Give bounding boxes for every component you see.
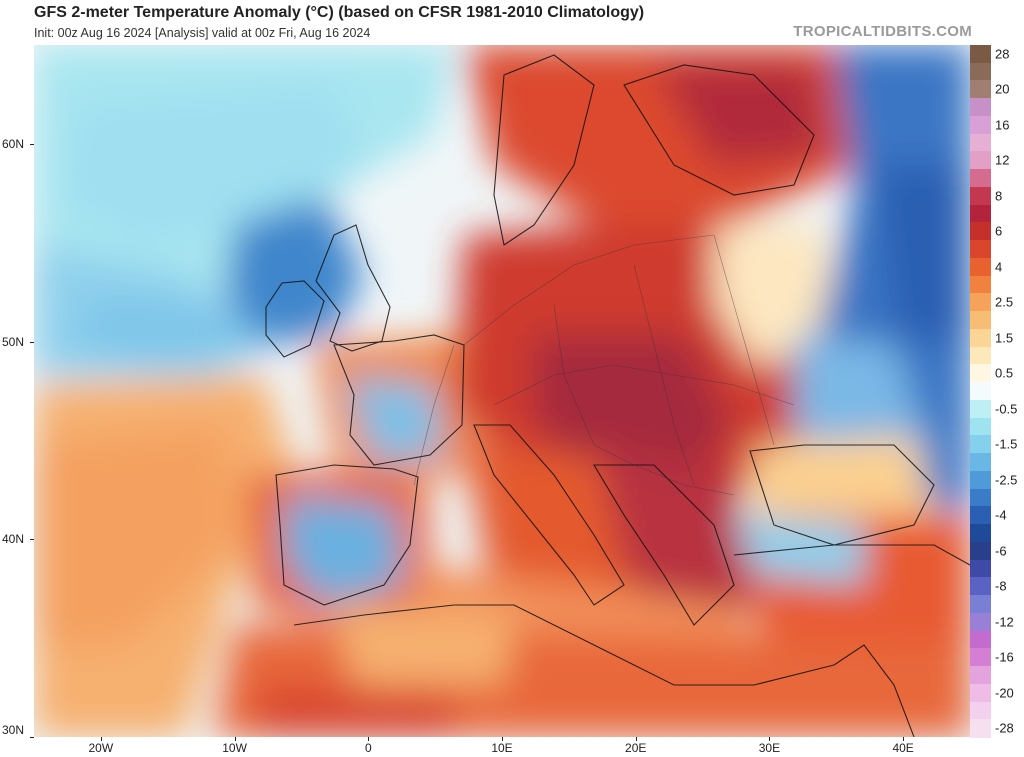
longitude-tick [502, 737, 503, 741]
colorbar-swatch [970, 470, 991, 490]
longitude-tick [234, 737, 236, 741]
coastlines [265, 54, 970, 737]
colorbar-label: -16 [995, 649, 1014, 665]
latitude-label: 30N [2, 723, 25, 737]
colorbar-swatch [970, 186, 991, 206]
latitude-tick [30, 143, 34, 145]
colorbar-swatch [970, 151, 991, 170]
colorbar-swatch [970, 240, 991, 259]
map-canvas [34, 45, 970, 737]
colorbar-swatch [970, 346, 991, 365]
colorbar-swatch [970, 98, 991, 117]
colorbar-label: -8 [995, 578, 1007, 594]
colorbar-swatch [970, 488, 991, 507]
colorbar-label: -1.5 [995, 436, 1018, 452]
latitude-label: 60N [2, 136, 25, 151]
colorbar-swatch [970, 399, 991, 419]
colorbar-swatch [970, 612, 991, 632]
colorbar-swatch [970, 683, 991, 703]
colorbar-label: 4 [995, 259, 1003, 275]
colorbar-label: 16 [995, 117, 1010, 133]
longitude-tick [100, 737, 102, 741]
map-title: GFS 2-meter Temperature Anomaly (°C) (ba… [34, 4, 645, 21]
latitude-tick [30, 737, 34, 738]
longitude-label: 20E [625, 741, 647, 755]
longitude-tick [903, 737, 905, 741]
colorbar-swatch [970, 275, 991, 294]
colorbar-label: 20 [995, 81, 1010, 97]
colorbar-swatch [970, 559, 991, 578]
longitude-label: 40E [892, 741, 914, 755]
colorbar-label: 28 [995, 46, 1010, 62]
latitude-tick [30, 539, 34, 541]
colorbar-swatch [970, 453, 991, 472]
colorbar-swatch [970, 701, 991, 720]
colorbar-label: 0.5 [995, 365, 1014, 381]
colorbar-swatch [970, 417, 991, 436]
longitude-label: 0 [364, 741, 372, 755]
map-subtitle: Init: 00z Aug 16 2024 [Analysis] valid a… [34, 26, 371, 40]
longitude-label: 10W [222, 741, 247, 755]
brand-watermark[interactable]: TROPICALTIDBITS.COM [793, 23, 972, 40]
colorbar-swatch [970, 257, 991, 277]
colorbar-label: -4 [995, 507, 1007, 523]
colorbar-swatch [970, 293, 991, 312]
longitude-label: 30E [758, 741, 781, 755]
longitude-tick [368, 737, 370, 741]
colorbar-label: -28 [995, 720, 1014, 736]
longitude-tick [769, 737, 771, 741]
colorbar-swatch [970, 364, 991, 383]
colorbar-swatch [970, 595, 991, 614]
colorbar-swatch [970, 719, 991, 738]
colorbar-label: 6 [995, 223, 1003, 239]
colorbar-swatch [970, 648, 991, 667]
colorbar-swatch [970, 45, 991, 64]
colorbar-swatch [970, 311, 991, 330]
colorbar-swatch [970, 169, 991, 188]
colorbar-label: -6 [995, 543, 1007, 559]
colorbar-swatch [970, 630, 991, 649]
colorbar-label: 2.5 [995, 294, 1014, 310]
colorbar-swatch [970, 133, 991, 153]
colorbar-swatch [970, 666, 991, 685]
latitude-label: 40N [2, 532, 25, 547]
colorbar-legend: 28 20 16 12 8 6 4 2.5 1.5 0.5 -0.5 -1.5 -2.5 -4 -6 -8 -1… [970, 45, 1024, 738]
anomaly-field [34, 45, 970, 737]
colorbar-swatch [970, 541, 991, 561]
latitude-label: 50N [2, 334, 25, 349]
longitude-label: 20W [88, 741, 114, 755]
colorbar-swatch [970, 222, 991, 241]
colorbar-swatch [970, 115, 991, 135]
colorbar-label: 12 [995, 152, 1010, 168]
colorbar-swatch [970, 577, 991, 596]
longitude-label: 10E [491, 741, 513, 755]
latitude-tick [30, 341, 34, 343]
colorbar-label: 1.5 [995, 330, 1014, 346]
colorbar-swatch [970, 524, 991, 543]
colorbar-label: -20 [995, 685, 1014, 701]
colorbar-swatch [970, 506, 991, 525]
colorbar-swatch [970, 328, 991, 348]
colorbar-swatch [970, 204, 991, 224]
colorbar-label: -0.5 [995, 401, 1018, 417]
colorbar-swatch [970, 382, 991, 401]
longitude-tick [635, 737, 637, 741]
colorbar-swatch [970, 435, 991, 454]
colorbar-label: -2.5 [995, 472, 1018, 488]
borders [413, 234, 795, 496]
colorbar-swatch [970, 62, 991, 82]
colorbar-swatch [970, 80, 991, 99]
anomaly-map[interactable] [34, 45, 970, 737]
colorbar-label: 8 [995, 188, 1003, 204]
colorbar-label: -12 [995, 614, 1014, 630]
